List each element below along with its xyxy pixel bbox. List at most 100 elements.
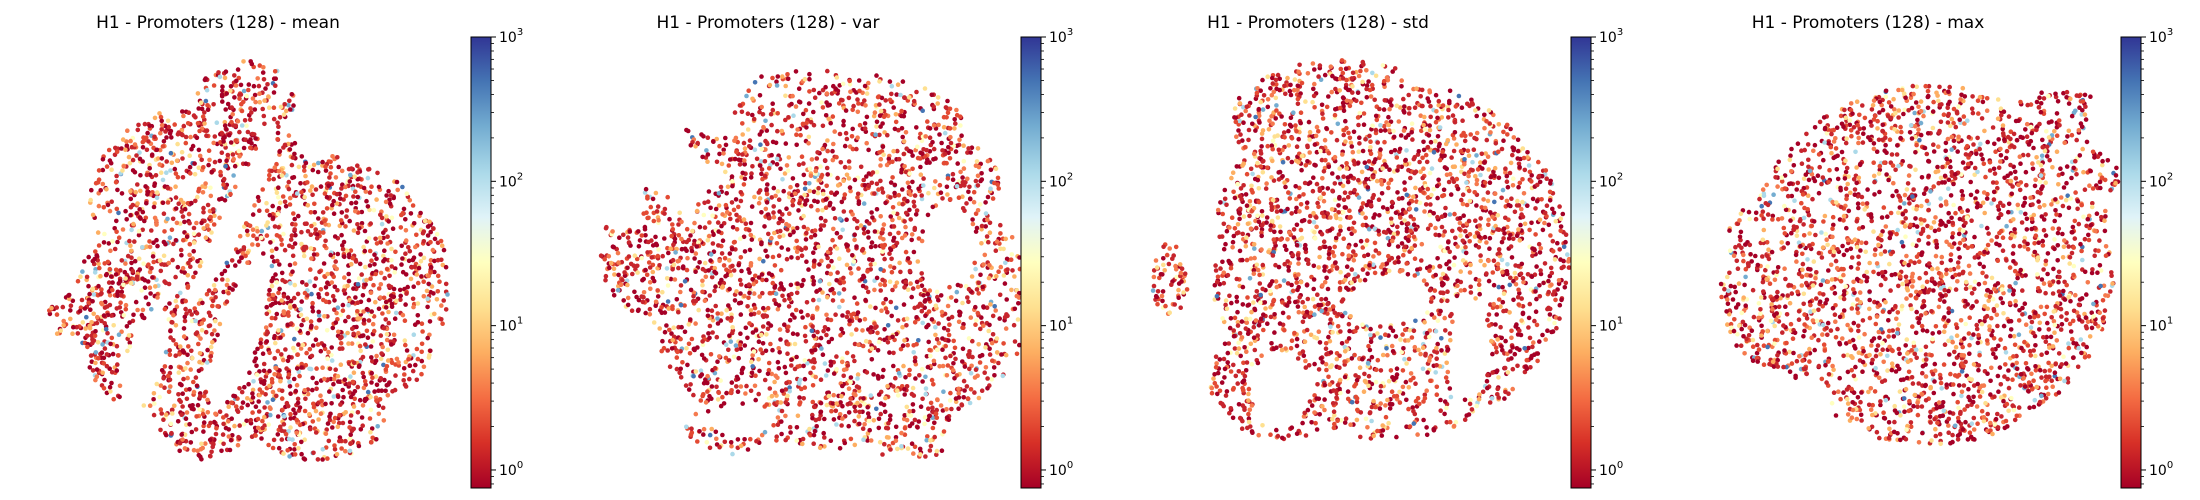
scatter-point	[197, 407, 202, 412]
scatter-point	[279, 242, 285, 247]
scatter-point	[401, 366, 407, 371]
scatter-point	[962, 388, 967, 393]
scatter-point	[789, 101, 794, 107]
scatter-point	[101, 240, 107, 245]
scatter-point	[386, 188, 391, 194]
scatter-point	[288, 391, 293, 397]
scatter-point	[985, 194, 991, 200]
scatter-point	[281, 451, 286, 456]
scatter-point	[670, 337, 675, 343]
scatter-point	[290, 253, 296, 259]
scatter-point	[112, 226, 117, 231]
scatter-point	[907, 171, 912, 176]
scatter-point	[852, 442, 858, 448]
scatter-point	[818, 377, 824, 383]
scatter-point	[359, 333, 365, 339]
scatter-point	[1009, 252, 1015, 257]
scatter-point	[333, 259, 339, 264]
scatter-point	[611, 293, 617, 298]
scatter-point	[938, 190, 944, 195]
scatter-point	[820, 352, 826, 358]
scatter-point	[325, 456, 330, 461]
scatter-point	[823, 113, 829, 118]
scatter-point	[758, 347, 763, 352]
scatter-point	[908, 413, 914, 418]
scatter-point	[185, 360, 190, 366]
scatter-point	[104, 164, 110, 169]
scatter-point	[372, 389, 377, 394]
scatter-point	[838, 97, 844, 103]
scatter-point	[249, 61, 255, 67]
scatter-point	[883, 98, 888, 103]
scatter-point	[186, 211, 192, 217]
scatter-point	[133, 189, 138, 195]
scatter-point	[432, 236, 438, 242]
scatter-point	[270, 389, 276, 395]
scatter-point	[357, 397, 363, 403]
scatter-point	[672, 277, 678, 282]
scatter-point	[961, 158, 967, 164]
scatter-point	[653, 190, 659, 196]
scatter-point	[291, 103, 296, 108]
scatter-point	[891, 384, 896, 389]
scatter-point	[841, 118, 846, 124]
scatter-point	[128, 243, 133, 248]
scatter-point	[848, 396, 853, 401]
scatter-point	[877, 79, 882, 84]
scatter-point	[204, 133, 209, 139]
scatter-point	[854, 225, 860, 231]
scatter-point	[327, 389, 332, 394]
scatter-point	[911, 249, 917, 255]
scatter-point	[177, 381, 183, 387]
scatter-point	[678, 302, 684, 308]
scatter-point	[989, 377, 994, 382]
scatter-point	[783, 93, 788, 99]
scatter-point	[341, 239, 347, 245]
scatter-point	[111, 323, 116, 328]
scatter-point	[137, 156, 143, 162]
scatter-point	[629, 308, 635, 314]
scatter-point	[198, 336, 203, 341]
scatter-point	[90, 337, 95, 342]
scatter-point	[269, 263, 275, 269]
scatter-point	[664, 276, 670, 281]
scatter-point	[100, 370, 105, 376]
scatter-point	[903, 375, 908, 380]
scatter-point	[750, 164, 755, 169]
scatter-point	[349, 261, 354, 267]
scatter-point	[734, 289, 739, 294]
scatter-point	[770, 101, 775, 106]
scatter-point	[872, 321, 877, 326]
scatter-point	[825, 295, 830, 300]
scatter-point	[187, 220, 192, 226]
scatter-point	[791, 229, 796, 234]
scatter-point	[835, 270, 840, 275]
scatter-point	[738, 198, 744, 204]
scatter-point	[998, 246, 1003, 252]
scatter-point	[322, 243, 328, 249]
scatter-point	[603, 225, 609, 231]
scatter-point	[352, 174, 358, 179]
scatter-point	[817, 445, 823, 451]
scatter-point	[243, 161, 249, 166]
scatter-point	[151, 391, 157, 396]
scatter-point	[323, 431, 329, 437]
scatter-point	[279, 396, 285, 401]
scatter-point	[848, 436, 854, 442]
scatter-point	[367, 207, 372, 213]
scatter-point	[944, 415, 950, 420]
scatter-point	[70, 331, 75, 337]
scatter-point	[818, 164, 823, 169]
scatter-point	[151, 397, 156, 402]
scatter-point	[793, 307, 799, 313]
scatter-point	[418, 259, 424, 264]
scatter-point	[958, 169, 963, 175]
scatter-point	[376, 388, 381, 394]
scatter-point	[332, 377, 337, 382]
scatter-point	[856, 78, 862, 83]
scatter-point	[119, 191, 125, 196]
scatter-point	[274, 311, 280, 317]
scatter-point	[93, 360, 98, 366]
scatter-point	[772, 379, 777, 385]
scatter-point	[439, 317, 444, 322]
